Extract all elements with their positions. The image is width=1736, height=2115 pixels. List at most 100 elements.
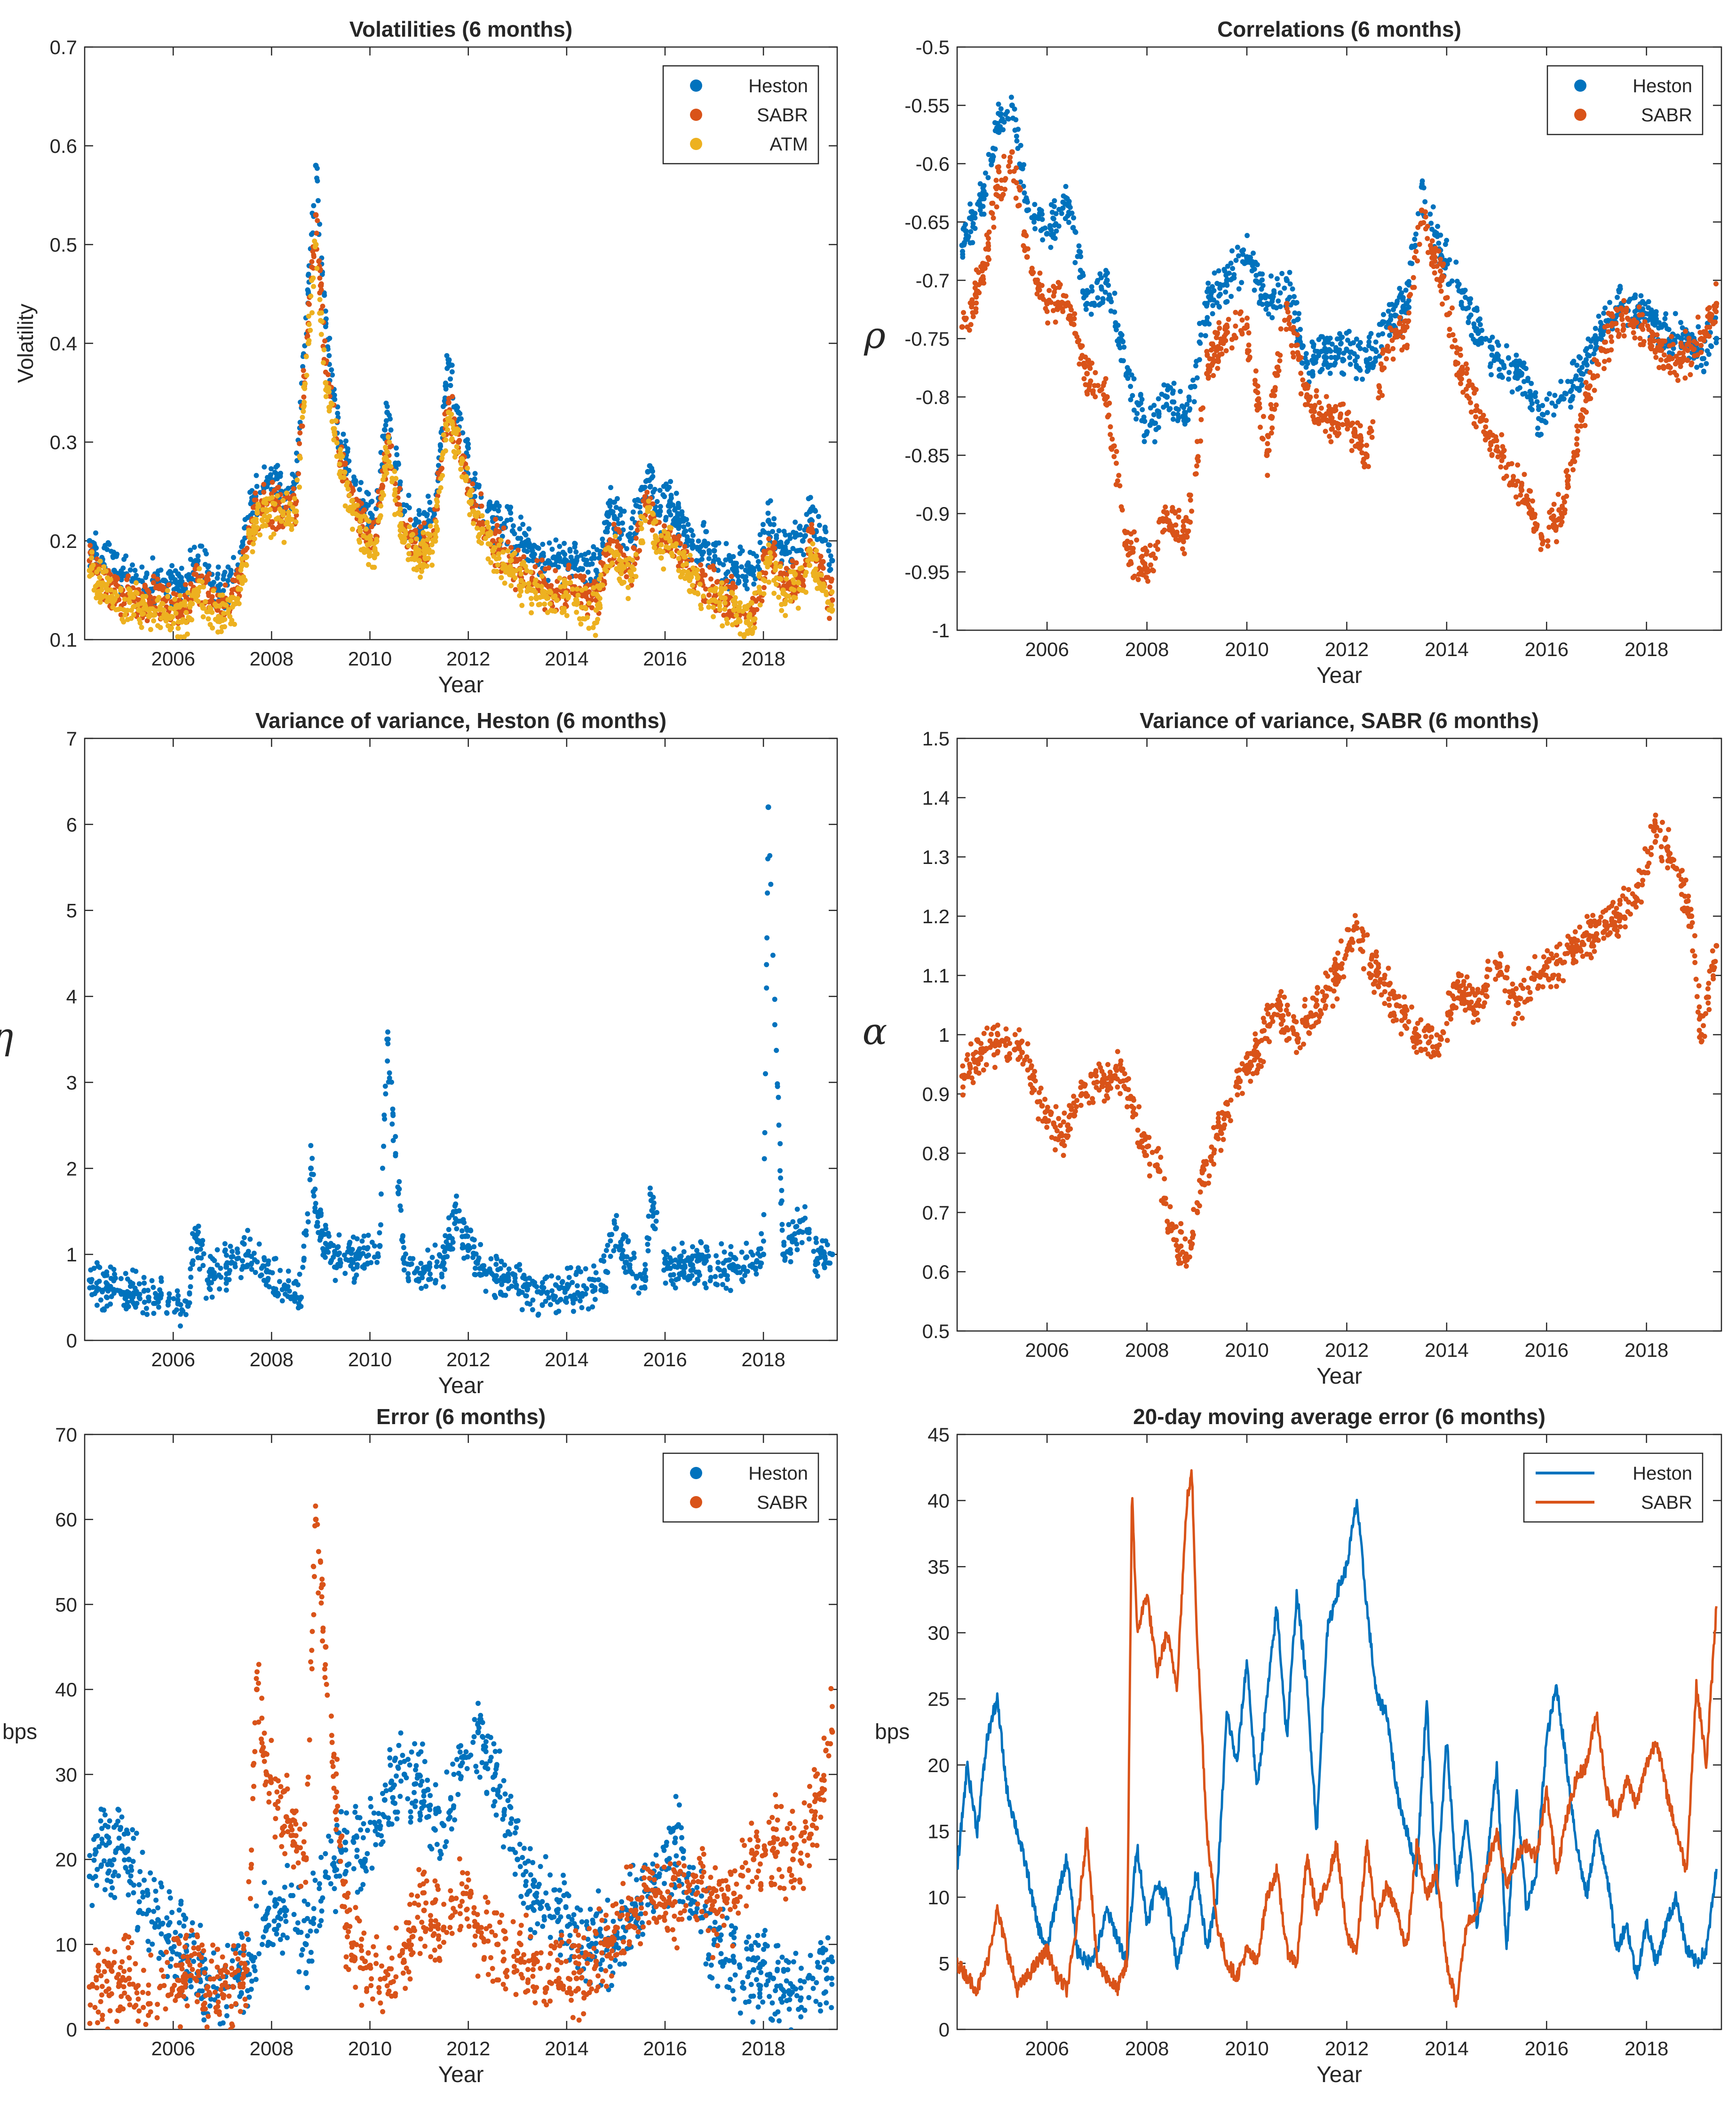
- data-point: [1296, 311, 1302, 317]
- data-point: [1098, 284, 1104, 290]
- data-point: [1186, 394, 1192, 400]
- data-point: [1053, 221, 1059, 227]
- data-point: [1205, 286, 1211, 292]
- data-point: [1181, 539, 1186, 545]
- data-point: [1118, 331, 1123, 336]
- data-point: [771, 522, 777, 527]
- data-point: [97, 558, 103, 564]
- data-point: [104, 547, 110, 552]
- data-point: [1275, 276, 1280, 282]
- data-point: [612, 533, 618, 539]
- data-point: [1477, 322, 1483, 327]
- x-tick-label: 2012: [1325, 638, 1369, 660]
- data-point: [1098, 275, 1104, 280]
- data-point: [1366, 339, 1372, 345]
- chart-panel-p1: Volatilities (6 months)2006 2008 2010 2012 2…: [13, 17, 838, 697]
- data-point: [1291, 300, 1296, 305]
- data-point: [1268, 273, 1274, 279]
- data-point: [215, 571, 221, 577]
- data-point: [567, 547, 573, 552]
- data-point: [1165, 387, 1170, 393]
- data-point: [142, 584, 148, 590]
- data-point: [626, 585, 631, 590]
- data-point: [1136, 402, 1141, 408]
- data-point: [296, 471, 301, 476]
- data-point: [405, 557, 411, 562]
- x-tick-label: 2008: [250, 648, 293, 670]
- data-point: [175, 626, 181, 631]
- data-point: [518, 515, 523, 520]
- data-point: [105, 594, 111, 600]
- data-point: [1489, 372, 1494, 378]
- data-point: [647, 519, 652, 525]
- data-point: [169, 563, 175, 569]
- data-point: [427, 550, 432, 555]
- data-point: [1324, 362, 1330, 367]
- data-point: [774, 535, 779, 541]
- data-point: [457, 438, 462, 443]
- data-point: [629, 578, 635, 583]
- data-point: [383, 400, 389, 406]
- data-point: [829, 589, 835, 594]
- data-point: [1447, 257, 1452, 262]
- data-point: [1407, 260, 1413, 266]
- data-point: [383, 422, 388, 428]
- data-point: [297, 484, 302, 490]
- data-point: [177, 593, 183, 598]
- y-tick-label: -0.7: [916, 269, 950, 292]
- data-point: [630, 509, 636, 515]
- data-point: [1083, 307, 1089, 312]
- data-point: [629, 564, 635, 570]
- data-point: [698, 562, 704, 568]
- data-point: [1354, 336, 1359, 342]
- data-point: [1577, 368, 1582, 373]
- data-point: [494, 569, 499, 574]
- data-point: [806, 526, 812, 532]
- data-point: [1419, 181, 1425, 187]
- data-point: [672, 537, 678, 543]
- data-point: [1535, 432, 1540, 437]
- data-point: [690, 565, 696, 571]
- data-point: [1462, 287, 1468, 293]
- data-point: [283, 521, 289, 527]
- data-point: [259, 517, 265, 523]
- data-point: [127, 591, 133, 596]
- data-point: [342, 503, 348, 509]
- data-point: [612, 499, 618, 505]
- data-point: [970, 240, 975, 246]
- data-point: [1437, 283, 1443, 289]
- data-point: [1112, 291, 1118, 296]
- data-point: [381, 473, 387, 479]
- data-point: [681, 524, 687, 530]
- data-point: [1438, 253, 1444, 258]
- data-point: [706, 604, 712, 610]
- data-point: [1095, 295, 1101, 301]
- data-point: [719, 580, 725, 586]
- data-point: [1026, 207, 1031, 213]
- data-point: [1411, 275, 1416, 280]
- data-point: [1259, 286, 1264, 292]
- data-point: [112, 589, 118, 595]
- data-point: [1103, 280, 1109, 285]
- data-point: [1579, 382, 1585, 388]
- data-point: [573, 549, 579, 555]
- data-point: [1713, 281, 1719, 286]
- data-point: [312, 238, 317, 244]
- data-point: [1131, 376, 1137, 381]
- data-point: [689, 557, 695, 563]
- data-point: [695, 574, 701, 580]
- data-point: [667, 504, 673, 509]
- data-point: [1292, 294, 1297, 300]
- y-tick-label: 0.4: [50, 333, 77, 355]
- data-point: [507, 572, 512, 578]
- data-point: [207, 581, 213, 586]
- data-point: [512, 531, 517, 537]
- data-point: [762, 550, 768, 556]
- data-point: [505, 539, 511, 545]
- data-point: [739, 564, 745, 570]
- data-point: [1356, 365, 1362, 371]
- data-point: [1318, 405, 1324, 411]
- data-point: [1052, 198, 1057, 204]
- data-point: [1569, 379, 1574, 384]
- data-point: [661, 523, 667, 529]
